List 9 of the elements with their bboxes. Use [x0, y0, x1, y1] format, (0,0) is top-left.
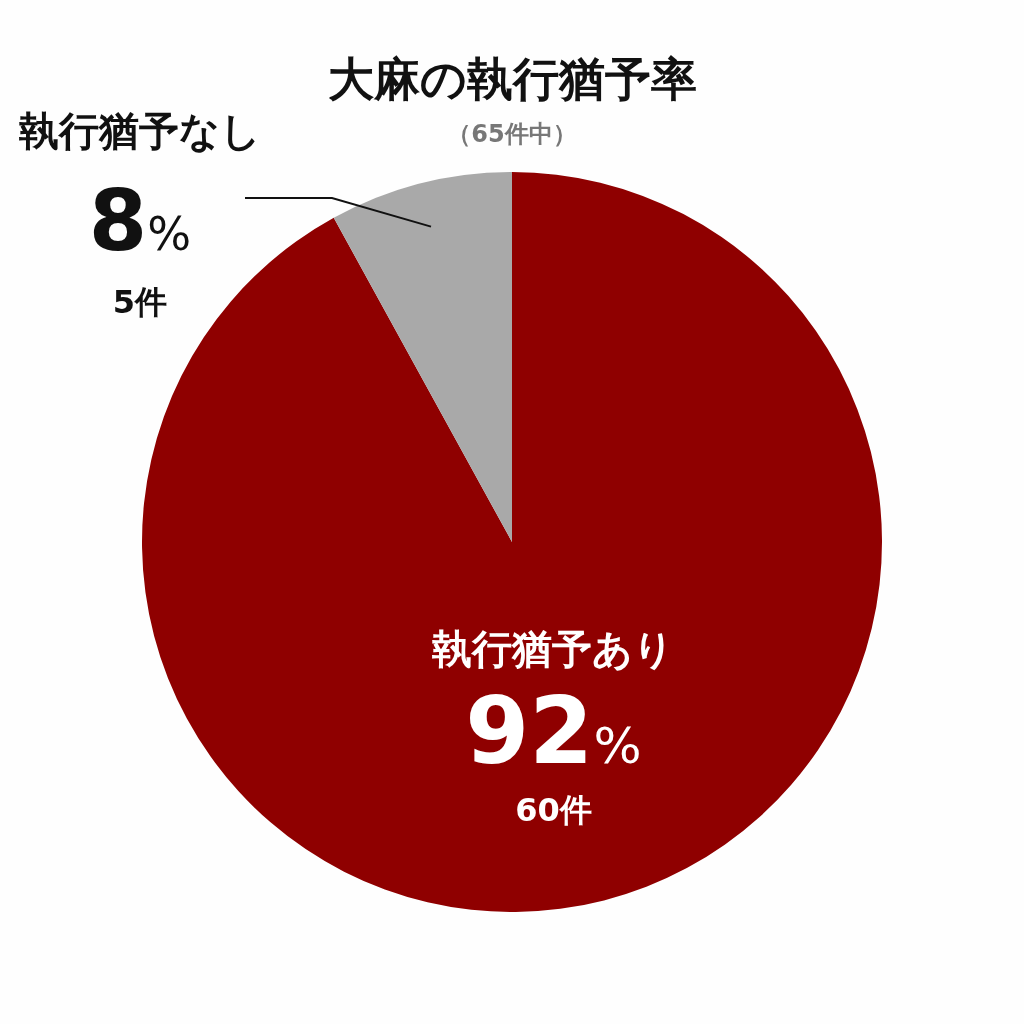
chart-subtitle: （65件中） [447, 120, 577, 148]
slice-label: 執行猶予あり [431, 626, 675, 673]
slice-label: 執行猶予なし [18, 108, 261, 154]
text: 60件 [515, 791, 592, 830]
text: 5件 [112, 283, 168, 321]
data-label: 8% [88, 172, 192, 270]
chart-title: 大麻の執行猶予率 [327, 52, 697, 106]
data-label: 92% [465, 678, 642, 786]
pie-slice [333, 172, 512, 542]
